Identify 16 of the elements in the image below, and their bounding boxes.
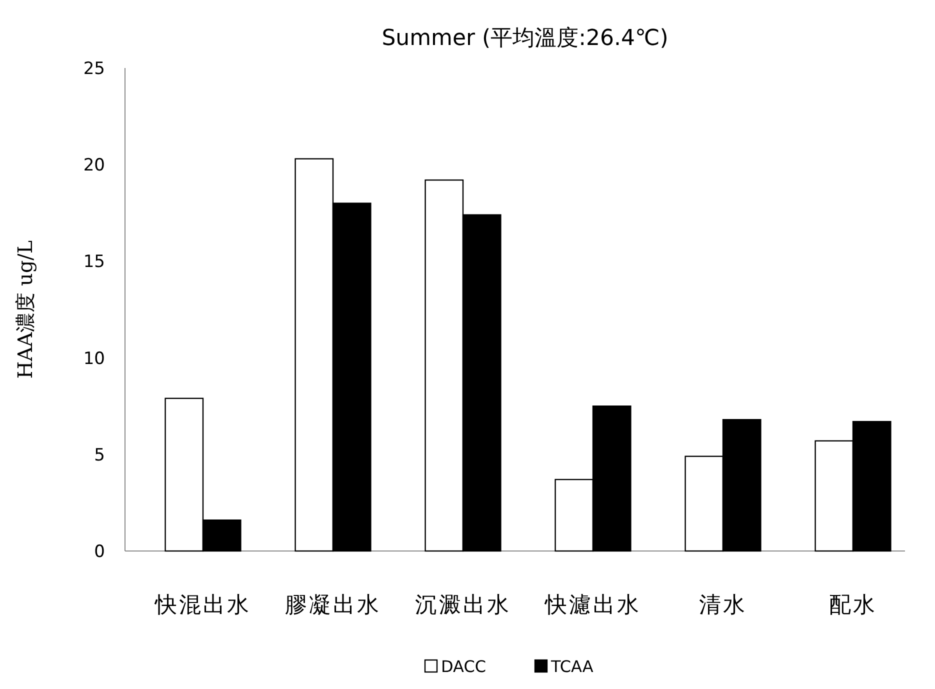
x-tick-label: 快混出水	[154, 593, 251, 618]
y-tick-label: 15	[83, 252, 105, 272]
x-tick-label: 沉澱出水	[415, 593, 511, 618]
y-tick-label: 0	[94, 542, 105, 562]
y-axis-title: HAA濃度 ug/L	[13, 240, 37, 379]
legend-label: TCAA	[550, 657, 594, 676]
x-tick-label: 快濾出水	[544, 593, 641, 618]
chart-title: Summer (平均溫度:26.4℃)	[382, 26, 668, 51]
y-tick-label: 20	[83, 156, 105, 176]
legend-label: DACC	[441, 657, 486, 676]
y-tick-label: 10	[83, 348, 105, 369]
y-tick-label: 25	[83, 59, 105, 79]
y-tick-label: 5	[94, 445, 105, 466]
x-tick-label: 膠凝出水	[285, 593, 381, 618]
x-tick-label: 清水	[699, 593, 747, 618]
x-tick-label: 配水	[829, 593, 877, 618]
